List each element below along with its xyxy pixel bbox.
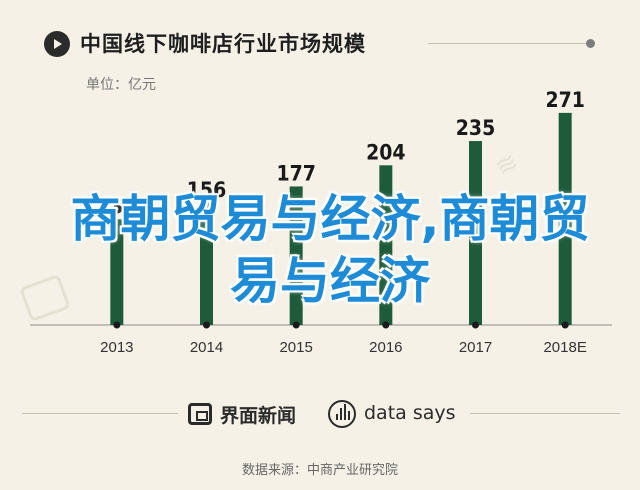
bar-2016 — [379, 165, 393, 325]
bar-2017 — [469, 141, 482, 325]
tick-dot-2013 — [113, 321, 121, 329]
chart-header: 中国线下咖啡店行业市场规模 单位：亿元 — [0, 0, 640, 93]
jiemian-logo-icon — [188, 403, 212, 425]
bar-2014 — [200, 202, 213, 325]
brand-jiemian: 界面新闻 — [220, 405, 297, 427]
data-source: 数据来源：中商产业研究院 — [241, 463, 398, 478]
data-label-2016: 204 — [366, 140, 405, 164]
tick-dot-2014 — [203, 321, 210, 329]
tick-label-2017: 2017 — [459, 339, 492, 356]
footer-divider-right — [470, 413, 620, 414]
tick-label-2015: 2015 — [279, 339, 312, 356]
title-dot-icon — [586, 39, 595, 48]
data-label-2015: 177 — [276, 161, 315, 185]
tick-dot-2018E — [561, 321, 569, 329]
data-label-2018E: 271 — [545, 88, 584, 112]
bar-2015 — [289, 186, 303, 325]
tick-label-2013: 2013 — [100, 339, 133, 356]
datasays-logo-icon — [328, 400, 356, 428]
tick-label-2018E: 2018E — [543, 339, 586, 356]
chart-title: 中国线下咖啡店行业市场规模 — [80, 32, 366, 56]
tick-dot-2015 — [292, 321, 300, 329]
title-divider — [428, 43, 586, 44]
data-label-2013: 135 — [97, 194, 136, 218]
footer-divider-left — [22, 413, 178, 414]
tick-dot-2016 — [382, 321, 390, 329]
unit-label: 单位：亿元 — [86, 77, 156, 93]
bar-2018E — [558, 112, 572, 326]
data-label-2014: 156 — [187, 178, 226, 202]
overlay-caption: 商朝贸易与经济,商朝贸易与经济 — [70, 190, 590, 310]
data-label-2017: 235 — [456, 116, 495, 140]
play-icon — [44, 31, 70, 57]
bar-2013 — [110, 219, 124, 325]
tick-label-2014: 2014 — [190, 339, 223, 356]
brand-datasays: data says — [364, 402, 456, 424]
tick-label-2016: 2016 — [369, 339, 402, 356]
tick-dot-2017 — [472, 321, 479, 329]
